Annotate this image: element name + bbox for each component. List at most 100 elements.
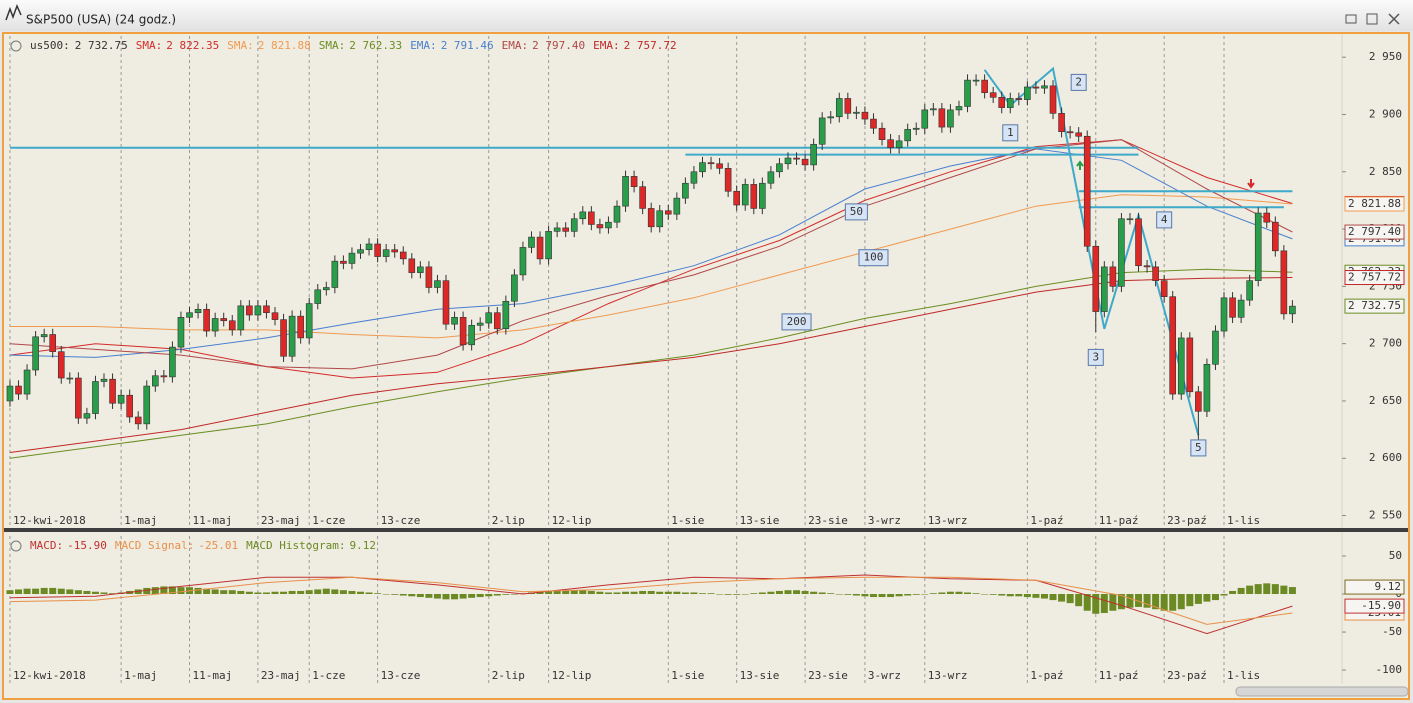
candle-body (1280, 250, 1288, 315)
annotation-label: 1 (1007, 126, 1014, 139)
x-tick-label: 12-kwi-2018 (13, 514, 86, 527)
histogram-bar (1288, 587, 1296, 595)
candle-body (1118, 218, 1125, 287)
header-item: -15.90 (67, 539, 107, 552)
candle-body (878, 127, 886, 140)
candle-body (579, 211, 587, 220)
window-title: S&P500 (USA) (24 godz.) (26, 13, 176, 27)
histogram-bar (545, 590, 553, 595)
histogram-bar (989, 594, 997, 595)
candle-body (1015, 98, 1023, 100)
candle-body (844, 98, 852, 114)
candle-body (1254, 212, 1262, 281)
histogram-bar (981, 594, 989, 595)
candle-body (1177, 337, 1185, 395)
header-item: 2 821.88 (258, 39, 311, 52)
candle-body (930, 108, 937, 111)
histogram-bar (374, 593, 382, 595)
candle-body (75, 377, 82, 419)
histogram-bar (365, 592, 373, 595)
x-tick-label: 11-paź (1099, 514, 1139, 527)
histogram-bar (1254, 584, 1262, 595)
candle-body (1075, 132, 1082, 137)
histogram-bar (220, 590, 228, 595)
histogram-bar (391, 594, 399, 595)
histogram-bar (536, 591, 544, 595)
x-tick-label: 11-paź (1099, 669, 1139, 682)
candle-body (305, 303, 313, 339)
candle-body (92, 381, 99, 414)
price-tag-label: 9.12 (1375, 580, 1402, 593)
candle-body (870, 118, 877, 129)
histogram-bar (66, 589, 74, 595)
histogram-bar (314, 589, 322, 595)
price-tag-label: 2 732.75 (1348, 299, 1401, 312)
candle-body (767, 171, 775, 184)
header-item: MACD: (30, 539, 63, 552)
histogram-bar (716, 594, 724, 595)
candle-body (947, 109, 954, 128)
restore-button[interactable] (1366, 13, 1378, 25)
x-tick-label: 1-paź (1030, 514, 1063, 527)
annotation-box (1002, 124, 1019, 142)
histogram-bar (553, 590, 561, 595)
x-tick-label: 1-paź (1030, 669, 1063, 682)
candle-body (203, 308, 210, 332)
y-tick-label: 2 900 (1369, 107, 1402, 120)
candle-body (801, 158, 809, 166)
histogram-bar (100, 592, 108, 595)
y-tick-label: 2 600 (1369, 451, 1402, 464)
candle-body (237, 305, 245, 331)
x-tick-label: 1-cze (312, 669, 345, 682)
histogram-bar (1109, 594, 1117, 611)
histogram-bar (425, 594, 433, 598)
window-buttons[interactable] (1345, 13, 1400, 25)
candle-body (639, 186, 646, 209)
candle-body (622, 176, 629, 207)
candle-body (1032, 86, 1040, 89)
candle-body (1263, 212, 1271, 223)
histogram-bar (955, 591, 963, 595)
histogram-bar (1211, 594, 1219, 601)
histogram-bar (339, 590, 347, 595)
histogram-bar (1160, 594, 1168, 611)
scrollbar[interactable] (1235, 686, 1409, 697)
close-button[interactable] (1388, 13, 1400, 25)
candle-body (1126, 218, 1134, 221)
candle-body (434, 280, 441, 288)
title-bar (0, 0, 1413, 31)
histogram-bar (245, 591, 253, 595)
candle-body (66, 377, 74, 380)
histogram-bar (408, 594, 416, 597)
x-tick-label: 12-lip (552, 669, 592, 682)
histogram-bar (733, 594, 741, 595)
header-item: SMA: (227, 39, 254, 52)
x-tick-label: 3-wrz (868, 669, 901, 682)
candle-body (1186, 337, 1194, 393)
histogram-bar (451, 594, 459, 600)
candle-body (613, 205, 621, 223)
candle-body (1169, 296, 1177, 395)
histogram-bar (433, 594, 441, 599)
histogram-bar (707, 593, 715, 595)
candle-body (793, 157, 800, 160)
histogram-bar (656, 591, 664, 595)
candle-body (912, 127, 920, 130)
candle-body (314, 289, 322, 304)
candle-body (784, 157, 792, 165)
histogram-bar (237, 590, 245, 595)
minimize-button[interactable] (1345, 14, 1357, 24)
candle-body (545, 231, 552, 260)
x-tick-label: 13-cze (381, 514, 421, 527)
candle-body (562, 227, 569, 232)
candle-body (417, 266, 424, 273)
candle-body (391, 249, 399, 253)
histogram-bar (271, 591, 279, 595)
x-tick-label: 23-paź (1167, 514, 1207, 527)
candle-body (511, 274, 518, 302)
histogram-bar (1135, 594, 1143, 607)
candle-body (6, 385, 14, 402)
histogram-bar (510, 594, 518, 595)
y-tick-label: -50 (1382, 625, 1402, 638)
price-tag (1344, 270, 1405, 286)
